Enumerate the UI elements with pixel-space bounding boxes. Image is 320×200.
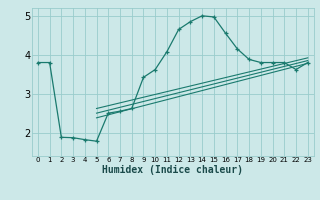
- X-axis label: Humidex (Indice chaleur): Humidex (Indice chaleur): [102, 165, 243, 175]
